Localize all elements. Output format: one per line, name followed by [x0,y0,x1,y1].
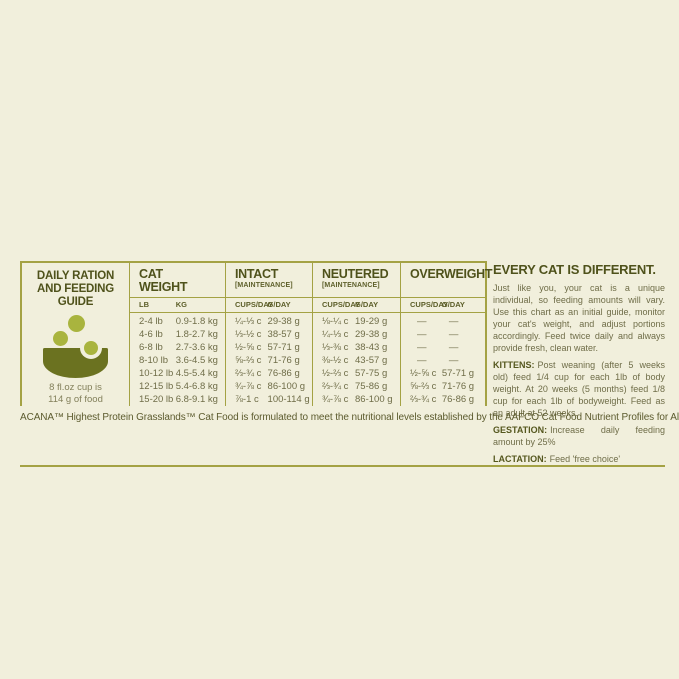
table-row: — — [417,329,459,340]
col-label-cups-day: CUPS/DAY [410,300,449,310]
table-row: 10-12 lb 4.5-5.4 kg [139,368,218,379]
table-row: ½-⅝ c 57-71 g [410,368,475,379]
notes-kittens-paragraph: KITTENS: Post weaning (after 5 weeks old)… [493,359,665,419]
table-row: ⅝-⅔ c 71-76 g [235,355,300,366]
column-cat-weight: CAT WEIGHT LB KG 2-4 lb 0.9-1.8 kg 4-6 lb… [130,263,225,406]
col-label-g-day: G/DAY [355,300,379,310]
table-row: ⅞-1 c 100-114 g [235,394,310,405]
kittens-text: Post weaning (after 5 weeks old) feed 1/… [493,360,665,418]
neutered-rows: ⅛-¼ c 19-29 g ¼-⅓ c 29-38 g ⅓-⅜ c 38-43 g ⅜… [313,313,400,406]
table-row: ½-⅔ c 57-75 g [322,368,388,379]
table-row: ⅓-½ c 38-57 g [235,329,300,340]
cat-weight-subheader: LB KG [130,298,225,313]
col-label-kg: KG [175,300,187,310]
table-row: ⅝-⅔ c 71-76 g [410,381,475,392]
table-row: ⅔-¾ c 76-86 g [410,394,475,405]
table-row: ⅛-¼ c 19-29 g [322,316,388,327]
cat-weight-title-line1: CAT [139,267,163,281]
lactation-text: Feed 'free choice' [549,454,621,464]
col-label-g-day: G/DAY [441,300,465,310]
table-row: ¾-⅞ c 86-100 g [235,381,306,392]
intact-rows: ¼-⅓ c 29-38 g ⅓-½ c 38-57 g ½-⅝ c 57-71 g ⅝… [226,313,312,406]
kibble-circle-icon [83,341,98,355]
col-label-cups-day: CUPS/DAY [235,300,274,310]
table-row: ¾-⅞ c 86-100 g [322,394,393,405]
kibble-circle-icon [52,331,68,346]
cup-measure-line2: 114 g of food [48,394,103,405]
neutered-header: NEUTERED [MAINTENANCE] [313,263,400,298]
kibble-circle-icon [67,315,85,332]
table-row: 2-4 lb 0.9-1.8 kg [139,316,218,327]
cup-measure-caption: 8 fl.oz cup is 114 g of food [48,382,103,406]
table-row: 6-8 lb 2.7-3.6 kg [139,342,218,353]
notes-gestation-paragraph: GESTATION: Increase daily feeding amount … [493,424,665,448]
neutered-subtitle: [MAINTENANCE] [322,282,380,289]
intact-subtitle: [MAINTENANCE] [235,282,293,289]
notes-intro-paragraph: Just like you, your cat is a unique indi… [493,283,665,353]
cat-weight-header: CAT WEIGHT [130,263,225,298]
column-overweight: OVERWEIGHT CUPS/DAY G/DAY — — — — — — — — ½-… [400,263,493,406]
table-row: 8-10 lb 3.6-4.5 kg [139,355,218,366]
daily-ration-title-line2: AND FEEDING GUIDE [36,283,115,308]
intact-subheader: CUPS/DAY G/DAY [226,298,312,313]
food-bowl-icon [41,314,111,378]
intact-header: INTACT [MAINTENANCE] [226,263,312,298]
table-row: ¼-⅓ c 29-38 g [322,329,388,340]
column-neutered: NEUTERED [MAINTENANCE] CUPS/DAY G/DAY ⅛-… [312,263,400,406]
col-label-lb: LB [139,300,149,310]
table-row: — — [417,316,459,327]
feeding-table: DAILY RATION AND FEEDING GUIDE 8 fl.oz c… [20,261,493,406]
table-row: ⅔-¾ c 75-86 g [322,381,388,392]
table-row: ¼-⅓ c 29-38 g [235,316,300,327]
notes-lactation-paragraph: LACTATION: Feed 'free choice' [493,453,665,465]
cup-measure-line1: 8 fl.oz cup is [49,382,102,393]
table-row: 15-20 lb 6.8-9.1 kg [139,394,218,405]
gestation-label: GESTATION: [493,425,548,435]
daily-ration-box: DAILY RATION AND FEEDING GUIDE 8 fl.oz c… [22,263,130,406]
neutered-title: NEUTERED [322,267,389,281]
col-label-g-day: G/DAY [267,300,291,310]
feeding-guide-content: DAILY RATION AND FEEDING GUIDE 8 fl.oz c… [20,261,665,467]
column-intact: INTACT [MAINTENANCE] CUPS/DAY G/DAY ¼-⅓ … [225,263,312,406]
col-label-cups-day: CUPS/DAY [322,300,361,310]
daily-ration-title-line1: DAILY RATION [36,270,115,282]
notes-heading: EVERY CAT IS DIFFERENT. [493,262,656,277]
table-row: ⅔-¾ c 76-86 g [235,368,300,379]
lactation-label: LACTATION: [493,454,547,464]
notes-column: EVERY CAT IS DIFFERENT. Just like you, y… [493,261,665,465]
neutered-subheader: CUPS/DAY G/DAY [313,298,400,313]
overweight-subheader: CUPS/DAY G/DAY [401,298,486,313]
table-row: 4-6 lb 1.8-2.7 kg [139,329,218,340]
cat-weight-title-line2: WEIGHT [139,280,188,294]
overweight-rows: — — — — — — — — ½-⅝ c 57-71 g ⅝-⅔ c 71-76 g ⅔-… [401,313,486,406]
aafco-statement: ACANA™ Highest Protein Grasslands™ Cat F… [20,412,679,423]
table-row: 12-15 lb 5.4-6.8 kg [139,381,218,392]
daily-ration-title: DAILY RATION AND FEEDING GUIDE [22,270,129,309]
overweight-header: OVERWEIGHT [401,263,493,298]
cat-weight-rows: 2-4 lb 0.9-1.8 kg 4-6 lb 1.8-2.7 kg 6-8 lb… [130,313,225,406]
overweight-title: OVERWEIGHT [410,267,493,281]
kittens-label: KITTENS: [493,360,535,370]
table-row: ⅜-½ c 43-57 g [322,355,388,366]
intact-title: INTACT [235,267,279,281]
table-row: — — [417,342,459,353]
gestation-text: Increase daily feeding amount by 25% [493,425,665,447]
table-row: ⅓-⅜ c 38-43 g [322,342,388,353]
table-row: — — [417,355,459,366]
table-row: ½-⅝ c 57-71 g [235,342,300,353]
